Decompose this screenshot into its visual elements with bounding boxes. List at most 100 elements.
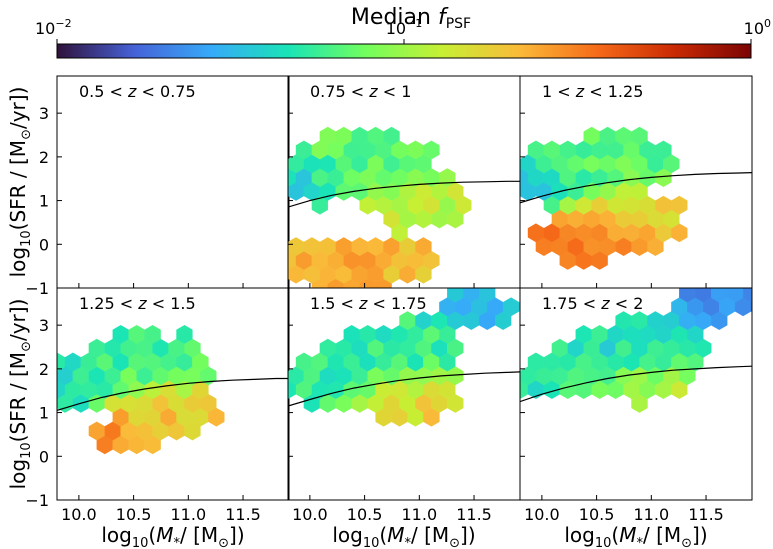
hexbin-cell: [137, 155, 153, 173]
x-tick-label: 11.5: [456, 505, 492, 524]
hexbin-cell: [81, 196, 97, 214]
hexbin-cell: [169, 182, 185, 200]
hexbin-cell: [185, 237, 201, 255]
x-axis-label: log10(M*/ [M⊙]): [332, 523, 475, 549]
x-tick-label: 11.5: [688, 505, 724, 524]
hexbin-cell: [73, 265, 89, 283]
colorbar-ticks: 10−2 10−1 100: [35, 17, 771, 44]
hexbin-cell: [224, 224, 240, 242]
hexbin-cell: [520, 186, 521, 197]
hexbin-cell: [200, 210, 216, 228]
panel-grid: −1 0 1 2 3 0.5 < z < 0.75 0.75 < z < 1 1 < z < …: [25, 75, 753, 524]
hexbin-cell: [137, 182, 153, 200]
hexbin-cell: [192, 196, 208, 214]
hexbin-cell: [177, 196, 193, 214]
panel: 1 < z < 1.25: [519, 75, 753, 289]
y-tick-label: 0: [39, 447, 49, 466]
hexbin-cell: [153, 182, 169, 200]
x-tick-label: 11.0: [402, 505, 438, 524]
hexbin-cell: [161, 141, 177, 159]
x-tick-label: 10.5: [116, 505, 152, 524]
main-sequence-curve: [520, 365, 752, 403]
hexbin-cell: [105, 237, 121, 255]
colorbar-tick-label: 100: [744, 17, 771, 38]
hexbin-cell: [216, 182, 232, 200]
hexbin-cell: [177, 224, 193, 242]
hexbin-cell: [97, 251, 113, 269]
hexbin-cell: [161, 251, 177, 269]
hexbin-cell: [415, 237, 432, 257]
hexbin-cell: [145, 196, 161, 214]
hexbin-cell: [57, 237, 73, 255]
x-tick-label: 11.5: [225, 505, 261, 524]
y-tick-label: −1: [25, 279, 49, 298]
hexbin-cell: [65, 168, 81, 186]
main-sequence-curve: [520, 172, 752, 204]
colorbar-tick-label: 10−2: [35, 17, 72, 38]
panel: 0.75 < z < 1: [287, 75, 521, 289]
hexbin-layer: [520, 126, 688, 270]
panel-frame: [519, 287, 753, 501]
hexbin-cell: [129, 168, 145, 186]
hexbin-cell: [145, 168, 161, 186]
hexbin-cell: [185, 182, 201, 200]
main-sequence-curve: [288, 371, 520, 407]
hexbin-cell: [33, 380, 49, 398]
hexbin-cell: [121, 210, 137, 228]
hexbin-cell: [169, 265, 185, 283]
y-tick-label: 1: [39, 192, 49, 211]
hexbin-cell: [105, 182, 121, 200]
hexbin-cell: [288, 269, 289, 280]
hexbin-cell: [216, 237, 232, 255]
panel-redshift-label: 1 < z < 1.25: [542, 82, 643, 101]
main-sequence-curve: [57, 190, 289, 216]
hexbin-cell: [105, 265, 121, 283]
hexbin-cell: [121, 265, 137, 283]
hexbin-cell: [81, 224, 97, 242]
x-tick-label: 10.5: [347, 505, 383, 524]
hexbin-cell: [113, 141, 129, 159]
hexbin-cell: [65, 224, 81, 242]
hexbin-cell: [137, 237, 153, 255]
panel: −1 0 1 2 3 0.5 < z < 0.75: [25, 75, 290, 298]
hexbin-cell: [161, 168, 177, 186]
hexbin-cell: [113, 196, 129, 214]
panel-redshift-label: 0.75 < z < 1: [310, 82, 411, 101]
hexbin-cell: [65, 251, 81, 269]
hexbin-cell: [81, 141, 97, 159]
hexbin-cell: [89, 182, 105, 200]
x-tick-label: 11.0: [171, 505, 207, 524]
hexbin-cell: [502, 297, 520, 317]
hexbin-cell: [153, 210, 169, 228]
x-axis-labels: log10(M*/ [M⊙]) log10(M*/ [M⊙]) log10(M*/ …: [101, 523, 707, 549]
hexbin-cell: [288, 186, 289, 197]
hexbin-cell: [121, 155, 137, 173]
hexbin-cell: [57, 182, 73, 200]
hexbin-cell: [520, 370, 521, 381]
hexbin-cell: [208, 168, 224, 186]
hexbin-cell: [423, 140, 440, 160]
y-tick-label: 0: [39, 235, 49, 254]
hexbin-layer: [288, 288, 520, 427]
hexbin-cell: [200, 182, 216, 200]
y-axis-labels: log10(SFR / [M⊙/yr]) log10(SFR / [M⊙/yr]): [6, 87, 34, 490]
hexbin-cell: [137, 265, 153, 283]
hexbin-cell: [97, 224, 113, 242]
hexbin-cell: [89, 210, 105, 228]
hexbin-cell: [65, 141, 81, 159]
hexbin-cell: [631, 126, 648, 146]
hexbin-cell: [208, 251, 224, 269]
hexbin-cell: [73, 155, 89, 173]
hexbin-cell: [185, 210, 201, 228]
panel-redshift-label: 1.5 < z < 1.75: [310, 294, 427, 313]
hexbin-cell: [105, 155, 121, 173]
hexbin-cell: [97, 168, 113, 186]
hexbin-cell: [113, 224, 129, 242]
hexbin-cell: [121, 237, 137, 255]
y-axis-label: log10(SFR / [M⊙/yr]): [6, 87, 34, 278]
hexbin-cell: [81, 251, 97, 269]
colorbar-gradient: [56, 43, 752, 59]
colorbar-title: Median fPSF: [351, 5, 471, 32]
hexbin-cell: [81, 168, 97, 186]
